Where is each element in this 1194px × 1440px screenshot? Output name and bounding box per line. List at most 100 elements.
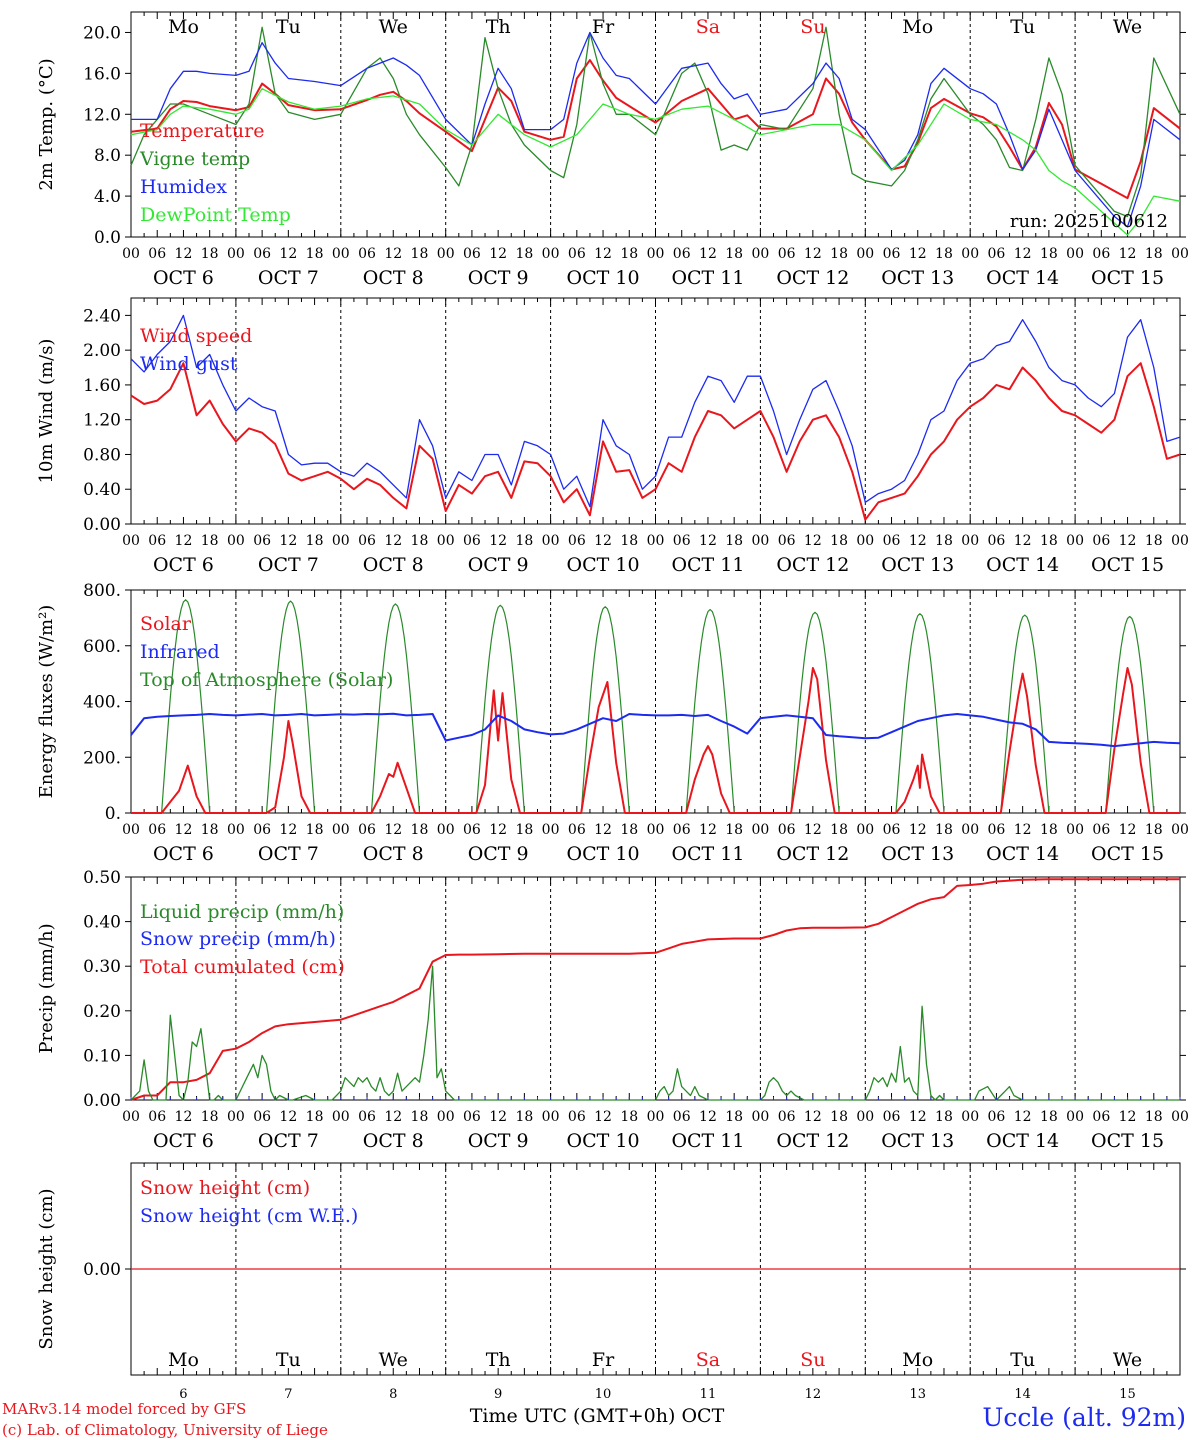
series-line-infrared bbox=[130, 712, 1181, 748]
hour-label: 18 bbox=[725, 822, 743, 838]
hour-label: 00 bbox=[227, 1109, 245, 1125]
y-tick-label: 4.0 bbox=[94, 187, 121, 207]
hour-label: 18 bbox=[306, 822, 324, 838]
hour-label: 00 bbox=[437, 246, 455, 262]
hour-label: 12 bbox=[175, 822, 193, 838]
date-label: OCT 8 bbox=[363, 843, 424, 865]
date-label: OCT 11 bbox=[671, 267, 744, 289]
hour-label: 06 bbox=[253, 1109, 271, 1125]
hour-label: 18 bbox=[935, 1109, 953, 1125]
y-tick-label: 0.0 bbox=[94, 228, 121, 248]
day-name-bottom: We bbox=[1113, 1349, 1142, 1371]
hour-label: 00 bbox=[856, 246, 874, 262]
date-label: OCT 13 bbox=[881, 1130, 954, 1152]
hour-label: 12 bbox=[909, 822, 927, 838]
hour-label: 00 bbox=[542, 246, 560, 262]
date-label: OCT 7 bbox=[258, 843, 319, 865]
y-tick-label: 16.0 bbox=[83, 64, 121, 84]
y-tick-label: 8.0 bbox=[94, 146, 121, 166]
day-name-bottom: Mo bbox=[902, 1349, 933, 1371]
hour-label: 00 bbox=[751, 246, 769, 262]
date-label: OCT 13 bbox=[881, 554, 954, 576]
hour-label: 06 bbox=[988, 822, 1006, 838]
hour-label: 06 bbox=[358, 822, 376, 838]
hour-label: 18 bbox=[620, 533, 638, 549]
hour-label: 06 bbox=[673, 822, 691, 838]
hour-label: 12 bbox=[384, 246, 402, 262]
hour-label: 12 bbox=[489, 533, 507, 549]
legend-vigne-temp: Vigne temp bbox=[139, 148, 250, 170]
date-label: OCT 13 bbox=[881, 843, 954, 865]
y-tick-label: 1.60 bbox=[83, 376, 121, 396]
panel-frame-3 bbox=[130, 589, 1181, 814]
hour-label: 12 bbox=[594, 822, 612, 838]
date-label: OCT 6 bbox=[153, 267, 214, 289]
hour-label: 00 bbox=[856, 1109, 874, 1125]
hour-label: 12 bbox=[909, 1109, 927, 1125]
date-label: OCT 7 bbox=[258, 554, 319, 576]
hour-label: 00 bbox=[1066, 533, 1084, 549]
date-label: OCT 6 bbox=[153, 843, 214, 865]
y-tick-label: 2.40 bbox=[83, 306, 121, 326]
time-axis-label: Time UTC (GMT+0h) OCT bbox=[469, 1405, 725, 1427]
hour-label: 06 bbox=[883, 533, 901, 549]
legend-wind-gust: Wind gust bbox=[140, 353, 238, 375]
hour-label: 18 bbox=[411, 822, 429, 838]
y-tick-label: 0.80 bbox=[83, 445, 121, 465]
day-name-bottom: Tu bbox=[276, 1349, 301, 1371]
hour-label: 18 bbox=[1145, 1109, 1163, 1125]
date-label: OCT 14 bbox=[986, 843, 1059, 865]
hour-label: 06 bbox=[673, 246, 691, 262]
hour-label: 18 bbox=[935, 533, 953, 549]
hour-label: 12 bbox=[699, 533, 717, 549]
hour-label: 12 bbox=[175, 1109, 193, 1125]
hour-label: 00 bbox=[961, 822, 979, 838]
y-tick-label: 0.40 bbox=[83, 913, 121, 933]
hour-label: 12 bbox=[489, 246, 507, 262]
hour-label: 18 bbox=[515, 822, 533, 838]
hour-label: 06 bbox=[1092, 246, 1110, 262]
hour-label: 00 bbox=[1171, 822, 1189, 838]
hour-label: 12 bbox=[804, 1109, 822, 1125]
y-tick-label: 0.40 bbox=[83, 480, 121, 500]
y-tick-label: 600. bbox=[83, 637, 121, 657]
hour-label: 18 bbox=[515, 246, 533, 262]
day-name-top: Tu bbox=[1010, 16, 1035, 38]
hour-label: 12 bbox=[279, 533, 297, 549]
y-tick-label: 0.00 bbox=[83, 1260, 121, 1280]
hour-label: 00 bbox=[437, 533, 455, 549]
hour-label: 12 bbox=[1119, 246, 1137, 262]
hour-label: 06 bbox=[253, 822, 271, 838]
legend-dewpoint-temp: DewPoint Temp bbox=[140, 204, 291, 226]
day-name-top: Mo bbox=[168, 16, 199, 38]
date-label: OCT 11 bbox=[671, 843, 744, 865]
day-name-top: Sa bbox=[696, 16, 720, 38]
day-name-top: We bbox=[379, 16, 408, 38]
hour-label: 06 bbox=[988, 246, 1006, 262]
hour-label: 00 bbox=[1066, 246, 1084, 262]
day-name-top: Su bbox=[800, 16, 825, 38]
series-line-temperature bbox=[130, 59, 1181, 200]
date-label: OCT 12 bbox=[776, 267, 849, 289]
day-number-bottom: 13 bbox=[909, 1387, 926, 1400]
date-label: OCT 9 bbox=[468, 843, 529, 865]
y-axis-label: Snow height (cm) bbox=[36, 1188, 57, 1349]
hour-label: 06 bbox=[463, 533, 481, 549]
hour-label: 06 bbox=[148, 533, 166, 549]
hour-label: 06 bbox=[673, 533, 691, 549]
hour-label: 12 bbox=[279, 822, 297, 838]
hour-label: 18 bbox=[725, 1109, 743, 1125]
day-name-bottom: Th bbox=[486, 1349, 511, 1371]
hour-label: 18 bbox=[201, 1109, 219, 1125]
day-name-bottom: We bbox=[379, 1349, 408, 1371]
y-tick-label: 0.10 bbox=[83, 1046, 121, 1066]
credit-line-2: (c) Lab. of Climatology, University of L… bbox=[2, 1421, 328, 1439]
hour-label: 12 bbox=[175, 533, 193, 549]
hour-label: 18 bbox=[620, 1109, 638, 1125]
hour-label: 06 bbox=[463, 246, 481, 262]
hour-label: 12 bbox=[489, 1109, 507, 1125]
y-tick-label: 0.30 bbox=[83, 957, 121, 977]
y-tick-label: 0.50 bbox=[83, 868, 121, 888]
hour-label: 06 bbox=[463, 822, 481, 838]
hour-label: 12 bbox=[384, 533, 402, 549]
